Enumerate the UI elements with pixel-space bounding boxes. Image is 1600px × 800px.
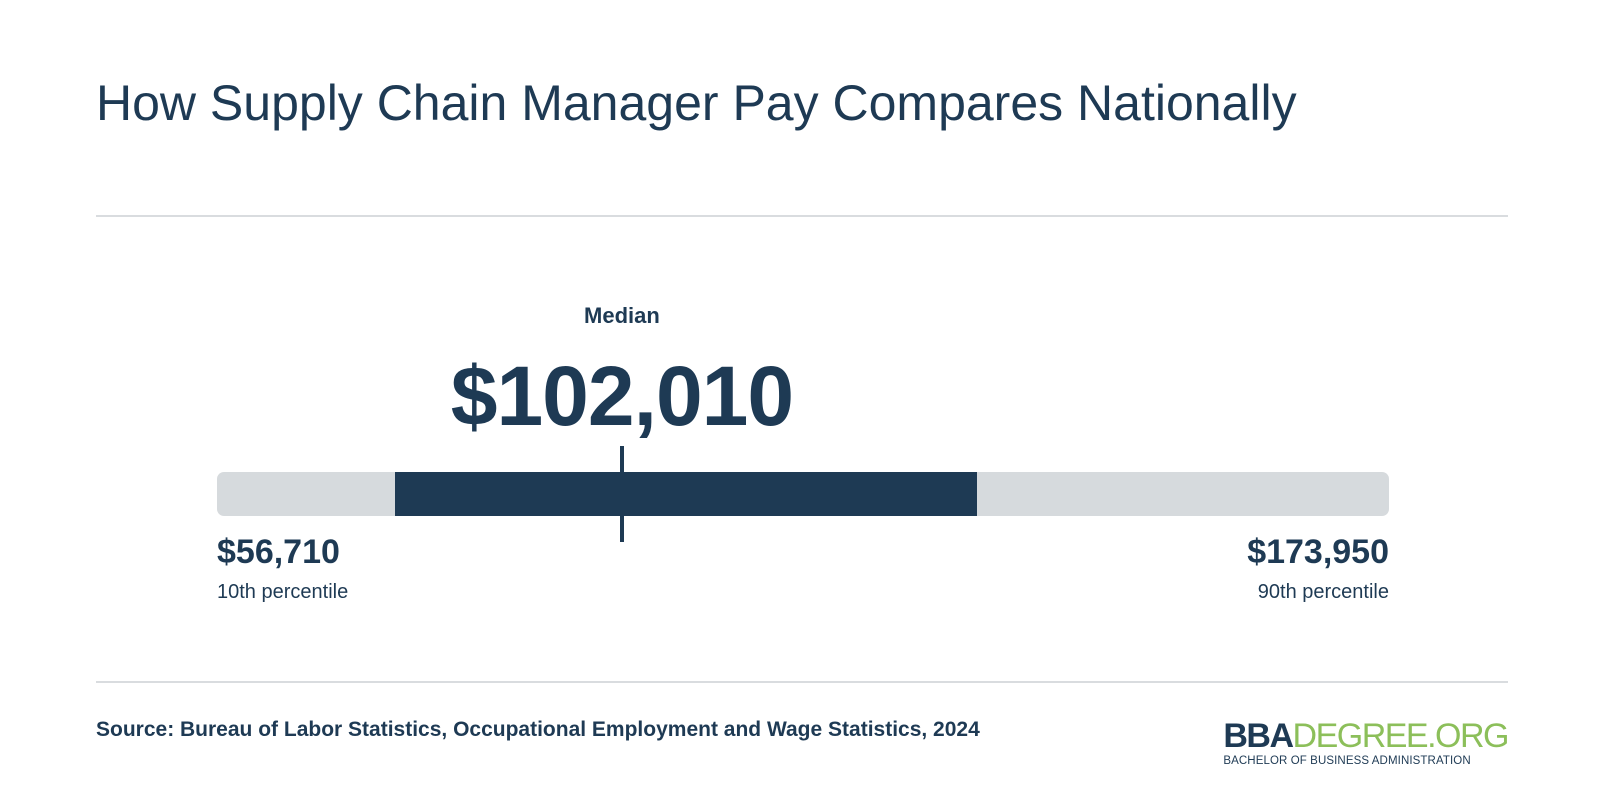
source-note: Source: Bureau of Labor Statistics, Occu… [96, 718, 980, 741]
range-fill [394, 472, 977, 516]
high-value: $173,950 [1247, 533, 1389, 571]
page-title: How Supply Chain Manager Pay Compares Na… [96, 75, 1297, 131]
logo-bba-text: BBA [1223, 717, 1294, 755]
logo-tagline: BACHELOR OF BUSINESS ADMINISTRATION [1223, 755, 1471, 767]
top-divider [96, 215, 1508, 217]
median-label: Median [584, 303, 660, 328]
logo-degree-text: DEGREE.ORG [1292, 717, 1510, 755]
bottom-divider [96, 681, 1508, 683]
high-label: 90th percentile [1257, 581, 1389, 603]
low-label: 10th percentile [217, 581, 349, 603]
median-tick [619, 446, 624, 542]
logo-wordmark: BBADEGREE.ORG [1223, 717, 1510, 755]
brand-logo: BBADEGREE.ORG BACHELOR OF BUSINESS ADMIN… [1223, 717, 1510, 767]
low-value: $56,710 [217, 533, 340, 571]
median-value: $102,010 [450, 349, 794, 443]
